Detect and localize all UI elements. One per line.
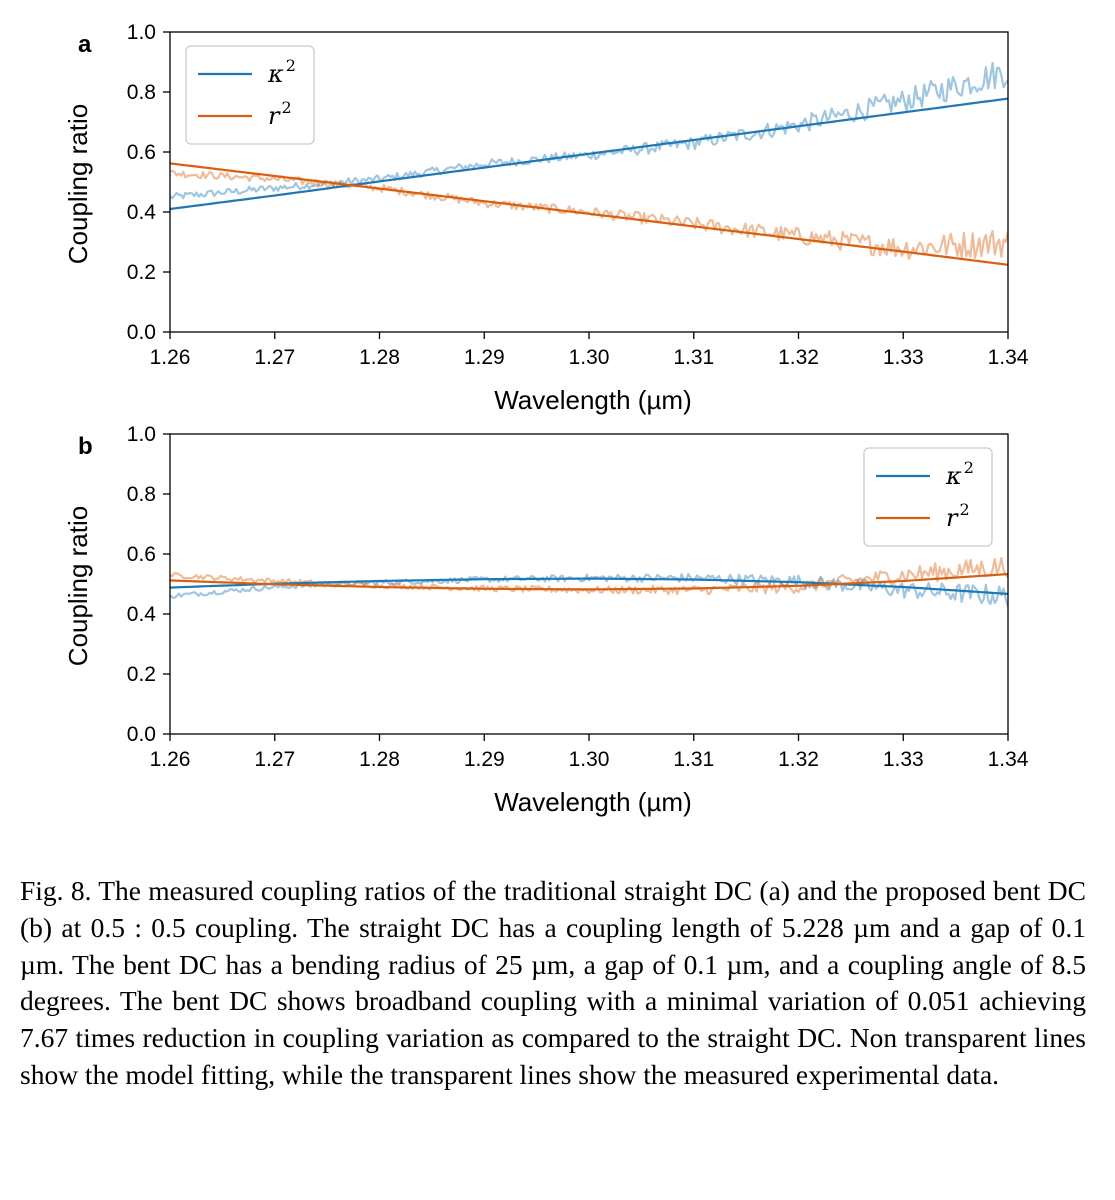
y-tick-label: 0.2 bbox=[127, 261, 156, 284]
legend-box bbox=[185, 45, 315, 145]
panel-label: b bbox=[78, 433, 93, 460]
fit-line-r bbox=[170, 162, 1008, 266]
x-tick-label: 1.31 bbox=[673, 748, 714, 771]
y-tick-label: 0.8 bbox=[127, 483, 156, 506]
x-tick-label: 1.28 bbox=[359, 748, 400, 771]
y-tick-label: 1.0 bbox=[127, 21, 156, 44]
x-tick-label: 1.34 bbox=[988, 748, 1029, 771]
fit-line-r bbox=[170, 573, 1008, 591]
figure-caption-text: Fig. 8. The measured coupling ratios of … bbox=[20, 875, 1086, 1090]
x-tick-label: 1.32 bbox=[778, 748, 819, 771]
figure-caption: Fig. 8. The measured coupling ratios of … bbox=[20, 873, 1086, 1094]
x-tick-label: 1.27 bbox=[254, 346, 295, 369]
x-tick-label: 1.32 bbox=[778, 346, 819, 369]
y-tick-label: 0.4 bbox=[127, 603, 157, 626]
x-tick-label: 1.28 bbox=[359, 346, 400, 369]
x-tick-label: 1.30 bbox=[569, 346, 610, 369]
x-tick-label: 1.26 bbox=[150, 748, 191, 771]
y-tick-label: 0.0 bbox=[127, 321, 156, 344]
x-tick-label: 1.34 bbox=[988, 346, 1029, 369]
y-tick-label: 1.0 bbox=[127, 423, 156, 446]
x-axis-title: Wavelength (µm) bbox=[494, 385, 692, 415]
x-axis-title: Wavelength (µm) bbox=[494, 787, 692, 817]
measured-line-kappa bbox=[170, 61, 1008, 200]
x-tick-label: 1.27 bbox=[254, 748, 295, 771]
fit-line-kappa bbox=[170, 97, 1008, 211]
fit-line-kappa bbox=[170, 577, 1008, 595]
y-tick-label: 0.6 bbox=[127, 543, 156, 566]
x-tick-label: 1.33 bbox=[883, 748, 924, 771]
panel-label: a bbox=[78, 31, 92, 58]
y-tick-label: 0.8 bbox=[127, 81, 156, 104]
y-axis-title: Coupling ratio bbox=[63, 506, 93, 666]
y-tick-label: 0.6 bbox=[127, 141, 156, 164]
legend: κ 2r 2 bbox=[185, 45, 315, 145]
legend-box bbox=[863, 447, 993, 547]
y-tick-label: 0.2 bbox=[127, 663, 156, 686]
panel-b: 1.26 1.27 1.28 1.29 1.30 1.31 1.32 1.33 1.34 0.0 0… bbox=[63, 423, 1029, 817]
panel-a: 1.26 1.27 1.28 1.29 1.30 1.31 1.32 1.33 1.34 0.0 0… bbox=[63, 21, 1029, 415]
plot-area-a bbox=[170, 61, 1008, 266]
measured-line-r bbox=[170, 556, 1008, 596]
x-tick-label: 1.31 bbox=[673, 346, 714, 369]
x-tick-label: 1.30 bbox=[569, 748, 610, 771]
y-axis-title: Coupling ratio bbox=[63, 104, 93, 264]
x-tick-label: 1.26 bbox=[150, 346, 191, 369]
y-tick-label: 0.0 bbox=[127, 723, 156, 746]
x-tick-label: 1.29 bbox=[464, 346, 505, 369]
x-tick-label: 1.29 bbox=[464, 748, 505, 771]
legend: κ 2r 2 bbox=[863, 447, 993, 547]
plot-area-b bbox=[170, 556, 1008, 608]
y-tick-label: 0.4 bbox=[127, 201, 157, 224]
figure-plots: 1.26 1.27 1.28 1.29 1.30 1.31 1.32 1.33 1.34 0.0 0… bbox=[63, 21, 1029, 817]
x-tick-label: 1.33 bbox=[883, 346, 924, 369]
